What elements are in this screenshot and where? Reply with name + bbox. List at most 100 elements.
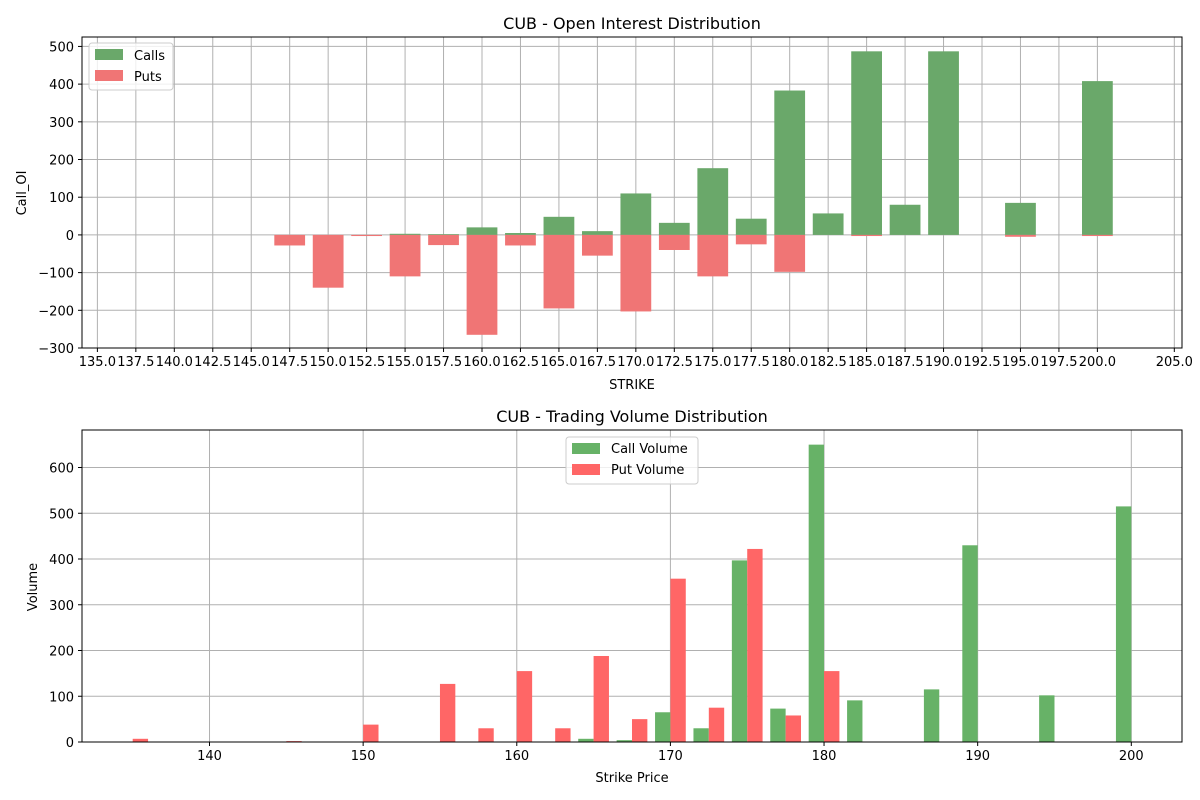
oi-x-tick-label: 137.5: [117, 355, 154, 370]
oi-y-tick-label: 200: [49, 154, 74, 169]
oi-y-tick-label: 400: [49, 78, 74, 93]
oi-x-tick-label: 140.0: [156, 355, 193, 370]
vol-y-tick-label: 400: [49, 553, 74, 568]
oi-bar-calls: [812, 213, 844, 235]
vol-bar-call-volume: [1115, 506, 1132, 742]
oi-bar-puts: [505, 234, 536, 246]
vol-bar-call-volume: [616, 740, 632, 742]
oi-bar-puts: [851, 234, 882, 237]
oi-bars: [274, 51, 1113, 335]
vol-chart-title: CUB - Trading Volume Distribution: [496, 407, 768, 426]
oi-chart-title: CUB - Open Interest Distribution: [503, 14, 761, 33]
open-interest-chart: CUB - Open Interest Distribution 135.0 13…: [15, 14, 1193, 393]
vol-x-axis-label: Strike Price: [595, 771, 668, 786]
vol-x-tick-label: 180: [812, 749, 837, 764]
oi-bar-puts: [428, 234, 459, 246]
vol-y-axis-label: Volume: [26, 563, 41, 611]
oi-x-tick-label: 157.5: [425, 355, 462, 370]
vol-bar-put-volume: [747, 548, 763, 742]
volume-chart: CUB - Trading Volume Distribution 140 150…: [26, 407, 1183, 786]
oi-bar-calls: [774, 90, 806, 235]
oi-bar-calls: [851, 51, 882, 235]
oi-x-tick-label: 197.5: [1040, 355, 1077, 370]
oi-x-axis-label: STRIKE: [609, 378, 655, 393]
oi-bar-calls: [389, 233, 421, 235]
oi-legend-puts-swatch: [95, 70, 123, 81]
vol-bar-call-volume: [962, 545, 978, 742]
oi-x-tick-label: 195.0: [1002, 355, 1039, 370]
vol-bars: [132, 444, 1132, 742]
oi-legend-puts-label: Puts: [134, 70, 162, 85]
oi-bar-puts: [274, 234, 306, 246]
vol-y-tick-label: 0: [66, 736, 74, 751]
vol-bar-put-volume: [516, 671, 533, 742]
oi-x-tick-label: 142.5: [194, 355, 231, 370]
vol-y-axis-ticks: 0 100 200 300 400 500 600: [49, 462, 82, 751]
oi-bar-calls: [620, 193, 652, 235]
vol-y-tick-label: 300: [49, 599, 74, 614]
oi-bar-puts: [697, 234, 729, 277]
vol-legend-call-label: Call Volume: [611, 442, 688, 457]
oi-x-tick-label: 177.5: [733, 355, 770, 370]
oi-bar-calls: [658, 222, 690, 235]
oi-bar-calls: [889, 204, 921, 235]
oi-bar-calls: [928, 51, 959, 235]
oi-bar-calls: [1005, 202, 1036, 235]
oi-x-tick-label: 162.5: [502, 355, 539, 370]
vol-bar-put-volume: [824, 671, 840, 742]
vol-bar-call-volume: [731, 560, 748, 742]
vol-x-tick-label: 170: [658, 749, 683, 764]
oi-bar-puts: [466, 234, 498, 335]
oi-bar-calls: [1082, 81, 1113, 235]
vol-x-axis-ticks: 140 150 160 170 180 190 200: [197, 742, 1144, 764]
vol-x-tick-label: 160: [504, 749, 529, 764]
oi-bar-puts: [1005, 234, 1036, 237]
oi-x-tick-label: 192.5: [963, 355, 1000, 370]
oi-bar-calls: [697, 168, 729, 235]
vol-bar-put-volume: [363, 724, 379, 742]
oi-y-tick-label: 300: [49, 116, 74, 131]
oi-x-tick-label: 182.5: [810, 355, 847, 370]
vol-bar-put-volume: [632, 719, 648, 742]
oi-x-tick-label: 170.0: [617, 355, 654, 370]
oi-x-tick-label: 180.0: [771, 355, 808, 370]
oi-x-tick-label: 135.0: [79, 355, 116, 370]
oi-x-tick-label: 172.5: [656, 355, 693, 370]
oi-y-tick-label: −100: [38, 267, 74, 282]
vol-bar-put-volume: [478, 728, 494, 742]
vol-bar-put-volume: [439, 683, 456, 742]
vol-bar-put-volume: [785, 715, 801, 742]
oi-y-axis-label: Call_OI: [15, 171, 30, 216]
oi-y-tick-label: 0: [66, 229, 74, 244]
oi-x-tick-label: 152.5: [348, 355, 385, 370]
oi-y-axis-ticks: −300 −200 −100 0 100 200 300 400 500: [38, 40, 82, 357]
oi-bar-puts: [774, 234, 806, 272]
vol-legend-call-swatch: [572, 443, 600, 454]
vol-x-tick-label: 150: [351, 749, 376, 764]
vol-bar-put-volume: [593, 655, 609, 742]
oi-legend-calls-swatch: [95, 49, 123, 60]
oi-y-tick-label: 500: [49, 40, 74, 55]
oi-bar-calls: [505, 233, 536, 235]
oi-legend-calls-label: Calls: [134, 49, 165, 64]
oi-bar-calls: [582, 231, 613, 235]
oi-bar-puts: [543, 234, 575, 309]
vol-bar-put-volume: [708, 707, 725, 742]
oi-bar-puts: [389, 234, 421, 277]
oi-x-tick-label: 205.0: [1156, 355, 1193, 370]
oi-y-tick-label: 100: [49, 191, 74, 206]
vol-bar-call-volume: [808, 444, 825, 742]
vol-x-tick-label: 200: [1119, 749, 1144, 764]
oi-bar-puts: [312, 234, 344, 288]
vol-bar-call-volume: [1039, 695, 1055, 742]
oi-x-tick-label: 175.0: [694, 355, 731, 370]
vol-bar-call-volume: [578, 738, 594, 742]
oi-x-tick-label: 165.0: [540, 355, 577, 370]
vol-plot-frame: [81, 429, 1183, 743]
vol-bar-put-volume: [670, 578, 686, 742]
vol-y-tick-label: 100: [49, 690, 74, 705]
oi-x-tick-label: 200.0: [1079, 355, 1116, 370]
oi-x-axis-ticks: 135.0 137.5 140.0 142.5 145.0 147.5 150.0 152.5…: [79, 348, 1193, 370]
oi-bar-puts: [620, 234, 652, 312]
